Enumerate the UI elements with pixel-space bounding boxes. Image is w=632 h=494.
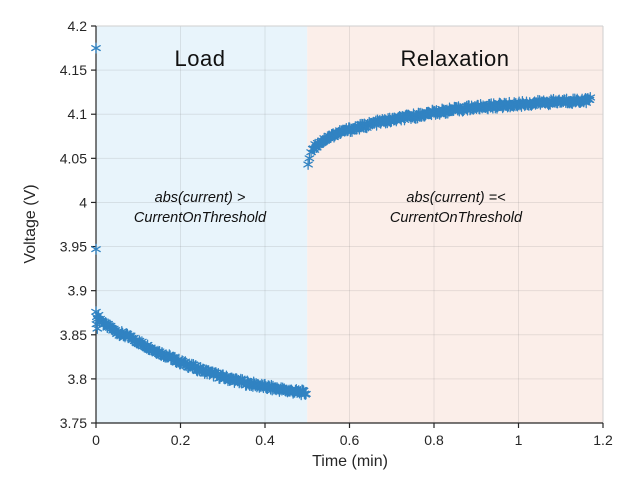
y-tick-label: 4.1: [68, 106, 88, 122]
region-load: [96, 26, 308, 423]
y-tick-label: 3.8: [68, 371, 88, 387]
x-tick-label: 0.2: [171, 432, 191, 448]
x-tick-label: 0.6: [340, 432, 360, 448]
x-tick-label: 1.2: [593, 432, 613, 448]
y-tick-label: 4.2: [68, 18, 88, 34]
y-tick-label: 4.15: [60, 62, 87, 78]
region-relaxation: [307, 26, 603, 423]
tick-labels: 3.75 3.8 3.85 3.9 3.95 4 4.05 4.1 4.15 4.2 0 0.2 0.4…: [60, 18, 613, 448]
x-tick-label: 0: [92, 432, 100, 448]
x-tick-label: 0.4: [255, 432, 275, 448]
y-tick-label: 4.05: [60, 150, 87, 166]
x-tick-label: 1: [515, 432, 523, 448]
y-tick-label: 3.9: [68, 283, 88, 299]
x-tick-label: 0.8: [424, 432, 444, 448]
y-tick-label: 3.85: [60, 327, 87, 343]
y-tick-label: 3.75: [60, 415, 87, 431]
y-tick-label: 4: [79, 194, 87, 210]
y-tick-label: 3.95: [60, 239, 87, 255]
tick-marks: [91, 25, 604, 428]
